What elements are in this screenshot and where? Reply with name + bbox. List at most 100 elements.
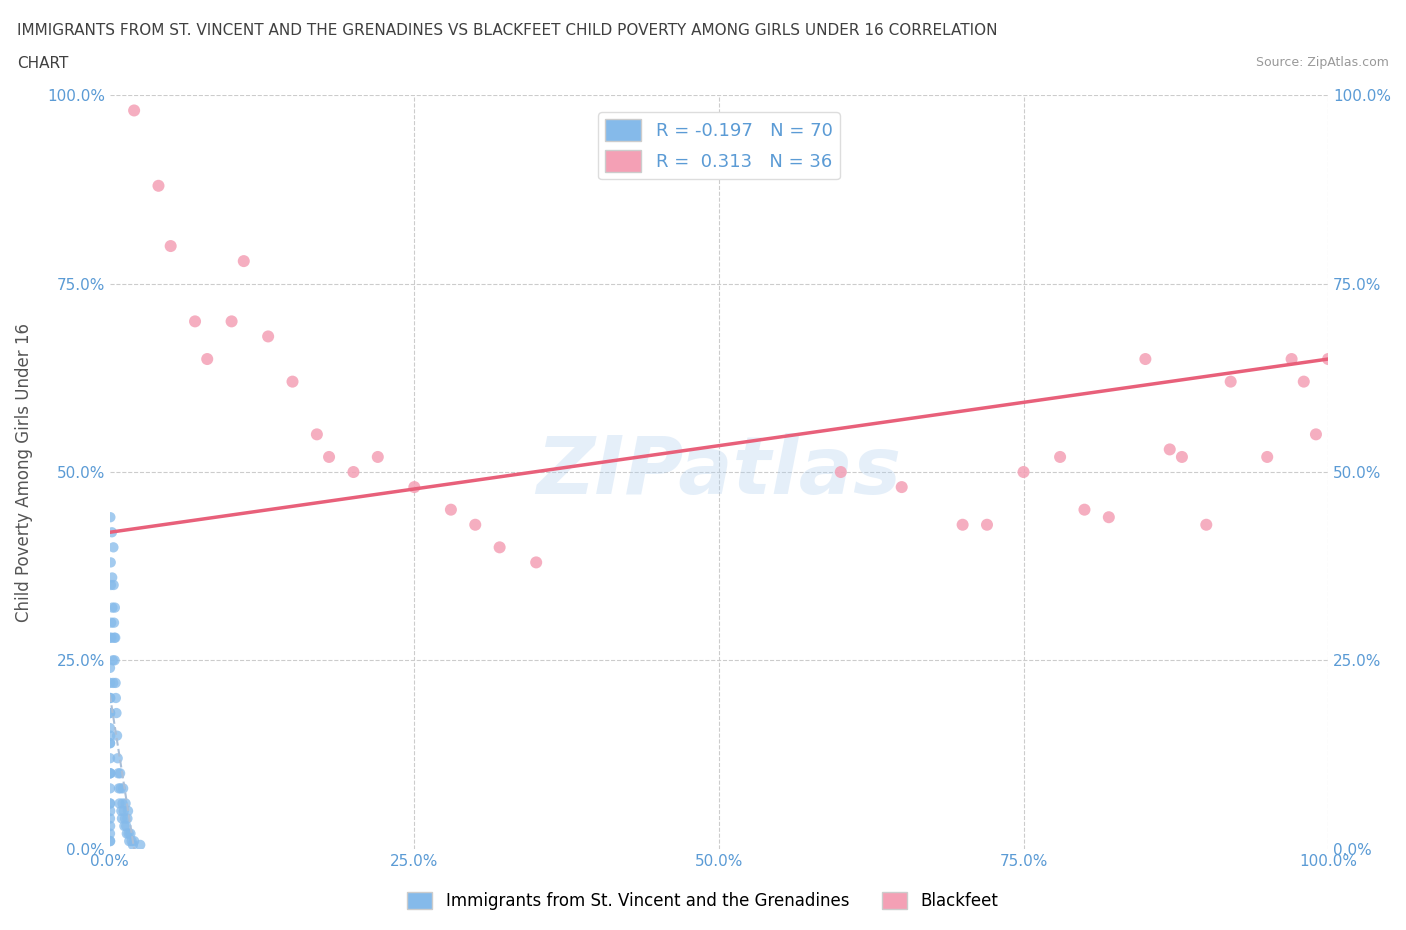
- Point: [1159, 442, 1181, 457]
- Point: [318, 449, 340, 464]
- Point: [367, 449, 389, 464]
- Point: [112, 804, 135, 818]
- Point: [98, 728, 121, 743]
- Point: [121, 833, 143, 848]
- Point: [100, 616, 122, 631]
- Point: [98, 833, 121, 848]
- Point: [98, 826, 121, 841]
- Point: [1049, 449, 1071, 464]
- Point: [98, 691, 121, 706]
- Point: [98, 691, 121, 706]
- Point: [342, 465, 364, 480]
- Point: [281, 374, 304, 389]
- Point: [117, 811, 139, 826]
- Point: [98, 796, 121, 811]
- Point: [122, 837, 145, 852]
- Point: [184, 314, 207, 329]
- Point: [98, 510, 121, 525]
- Point: [100, 578, 122, 592]
- Point: [98, 766, 121, 781]
- Point: [98, 706, 121, 721]
- Point: [104, 691, 127, 706]
- Point: [98, 631, 121, 645]
- Point: [232, 254, 254, 269]
- Point: [148, 179, 170, 193]
- Point: [103, 616, 125, 631]
- Point: [98, 736, 121, 751]
- Point: [104, 600, 127, 615]
- Point: [1281, 352, 1303, 366]
- Y-axis label: Child Poverty Among Girls Under 16: Child Poverty Among Girls Under 16: [15, 323, 32, 621]
- Text: IMMIGRANTS FROM ST. VINCENT AND THE GRENADINES VS BLACKFEET CHILD POVERTY AMONG : IMMIGRANTS FROM ST. VINCENT AND THE GREN…: [17, 23, 997, 38]
- Point: [98, 736, 121, 751]
- Point: [1219, 374, 1241, 389]
- Point: [159, 239, 181, 254]
- Point: [101, 675, 124, 690]
- Point: [524, 555, 547, 570]
- Point: [107, 766, 129, 781]
- Point: [112, 818, 135, 833]
- Point: [103, 540, 125, 555]
- Point: [98, 766, 121, 781]
- Point: [122, 833, 145, 848]
- Point: [98, 751, 121, 765]
- Point: [98, 796, 121, 811]
- Legend: Immigrants from St. Vincent and the Grenadines, Blackfeet: Immigrants from St. Vincent and the Gren…: [401, 885, 1005, 917]
- Point: [1305, 427, 1327, 442]
- Point: [195, 352, 218, 366]
- Point: [98, 781, 121, 796]
- Point: [1292, 374, 1315, 389]
- Point: [108, 796, 131, 811]
- Text: ZIPatlas: ZIPatlas: [537, 433, 901, 511]
- Point: [104, 675, 127, 690]
- Point: [221, 314, 243, 329]
- Point: [103, 578, 125, 592]
- Point: [101, 570, 124, 585]
- Point: [98, 804, 121, 818]
- Point: [110, 781, 132, 796]
- Point: [98, 721, 121, 736]
- Point: [117, 826, 139, 841]
- Point: [110, 804, 132, 818]
- Point: [464, 517, 486, 532]
- Point: [98, 833, 121, 848]
- Point: [101, 525, 124, 539]
- Point: [107, 751, 129, 765]
- Point: [1073, 502, 1095, 517]
- Point: [1171, 449, 1194, 464]
- Point: [103, 631, 125, 645]
- Point: [100, 555, 122, 570]
- Point: [105, 706, 128, 721]
- Point: [117, 804, 139, 818]
- Point: [257, 329, 280, 344]
- Point: [1256, 449, 1278, 464]
- Point: [98, 706, 121, 721]
- Point: [115, 826, 138, 841]
- Point: [1135, 352, 1157, 366]
- Point: [101, 653, 124, 668]
- Legend: R = -0.197   N = 70, R =  0.313   N = 36: R = -0.197 N = 70, R = 0.313 N = 36: [598, 112, 839, 179]
- Point: [105, 728, 128, 743]
- Point: [1012, 465, 1035, 480]
- Point: [111, 796, 134, 811]
- Point: [112, 781, 135, 796]
- Point: [890, 480, 912, 495]
- Point: [104, 653, 127, 668]
- Point: [488, 540, 510, 555]
- Point: [122, 103, 145, 118]
- Point: [111, 811, 134, 826]
- Point: [98, 660, 121, 675]
- Point: [120, 826, 142, 841]
- Point: [98, 818, 121, 833]
- Point: [101, 600, 124, 615]
- Point: [305, 427, 328, 442]
- Point: [104, 631, 127, 645]
- Point: [129, 837, 152, 852]
- Point: [108, 781, 131, 796]
- Point: [98, 675, 121, 690]
- Point: [1317, 352, 1340, 366]
- Point: [114, 811, 136, 826]
- Point: [114, 796, 136, 811]
- Point: [100, 631, 122, 645]
- Point: [440, 502, 463, 517]
